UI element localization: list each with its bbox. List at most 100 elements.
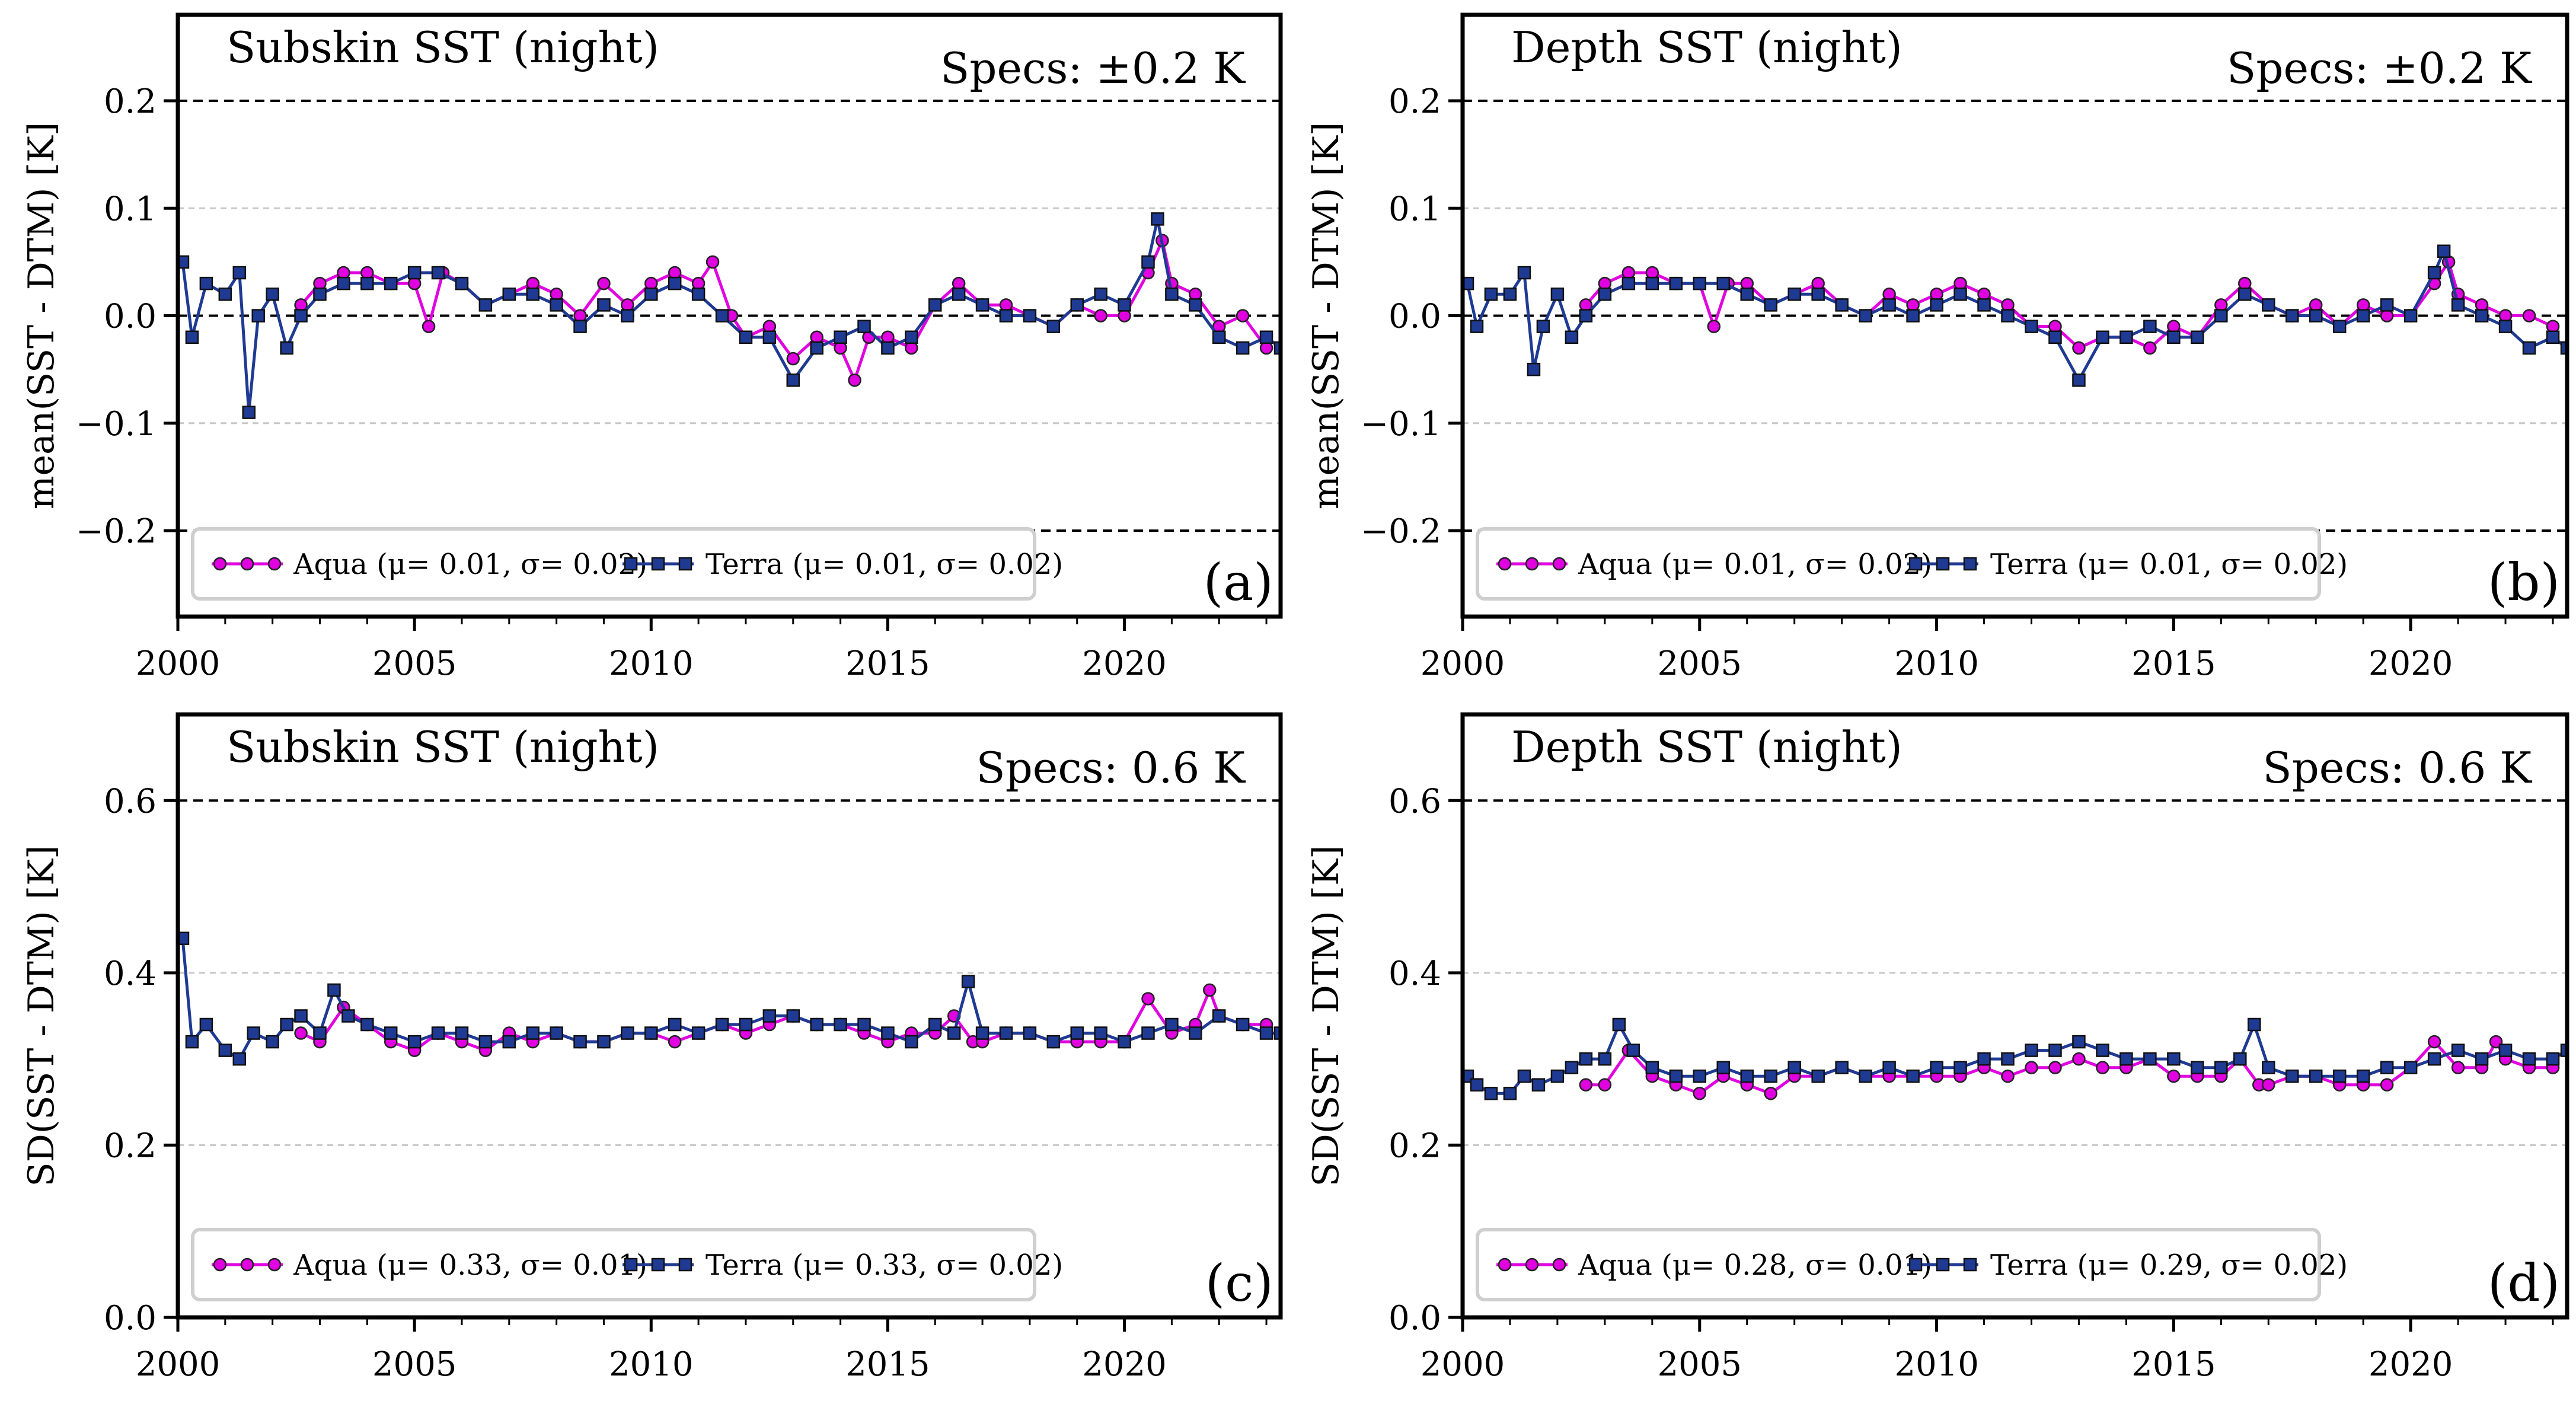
data-point-terra	[1503, 288, 1517, 301]
data-point-terra	[1070, 298, 1084, 312]
spec-label: Specs: ±0.2 K	[940, 43, 1246, 93]
data-point-terra	[1740, 1069, 1754, 1083]
data-point-terra	[2143, 320, 2157, 333]
data-point-terra	[2309, 309, 2323, 323]
data-point-terra	[251, 309, 265, 323]
data-point-terra	[1953, 288, 1967, 301]
data-point-terra	[2238, 288, 2252, 301]
data-point-terra	[2403, 1061, 2418, 1074]
data-point-terra	[621, 309, 634, 323]
data-point-terra	[2498, 1043, 2513, 1057]
data-point-terra	[1693, 276, 1707, 291]
x-tick-label: 2000	[1421, 644, 1505, 683]
y-axis-label: mean(SST - DTM) [K]	[21, 122, 62, 510]
y-tick-label: −0.2	[1361, 512, 1441, 551]
x-tick-label: 2000	[136, 1345, 221, 1384]
panel-letter: (c)	[1205, 1254, 1273, 1313]
data-point-terra	[1273, 341, 1281, 355]
data-point-terra	[1118, 298, 1131, 312]
data-point-terra	[294, 1009, 308, 1023]
x-tick-label: 2000	[136, 644, 221, 683]
y-tick-label: 0.6	[104, 782, 157, 821]
data-point-terra	[2451, 1043, 2465, 1057]
legend-marker	[1908, 557, 1923, 571]
data-point-terra	[961, 975, 975, 988]
data-point-aqua	[2048, 1061, 2062, 1074]
data-point-terra	[1094, 288, 1107, 301]
data-point-terra	[455, 276, 469, 291]
legend-marker	[678, 557, 692, 571]
data-point-terra	[881, 1026, 895, 1040]
data-point-terra	[2233, 1052, 2247, 1066]
x-tick-label: 2015	[845, 1345, 930, 1384]
data-point-terra	[573, 1035, 587, 1049]
data-point-aqua	[2262, 1078, 2275, 1092]
y-tick-label: 0.6	[1388, 782, 1441, 821]
data-point-terra	[1531, 1078, 1546, 1092]
data-point-terra	[1612, 1017, 1626, 1032]
data-point-terra	[644, 288, 658, 301]
data-point-terra	[2167, 330, 2181, 344]
data-point-terra	[691, 1026, 706, 1040]
data-point-aqua	[2025, 1061, 2038, 1074]
data-point-terra	[384, 1026, 398, 1040]
data-point-terra	[739, 330, 753, 344]
data-point-terra	[455, 1026, 469, 1040]
legend-marker	[1498, 557, 1512, 571]
data-point-terra	[952, 288, 966, 301]
data-point-terra	[668, 1017, 682, 1032]
legend-marker	[1525, 1258, 1539, 1272]
data-point-terra	[1953, 1061, 1967, 1074]
data-point-aqua	[2167, 1069, 2181, 1083]
x-tick-label: 2015	[2131, 1345, 2216, 1384]
x-tick-label: 2010	[1894, 644, 1979, 683]
data-point-aqua	[1579, 1078, 1593, 1092]
data-point-aqua	[1707, 320, 1721, 333]
data-point-terra	[266, 1035, 279, 1049]
x-tick-label: 2010	[609, 644, 694, 683]
x-tick-label: 2015	[2131, 644, 2216, 683]
panel-b: −0.2 −0.1 0.0 0.1 0.2 2000 2005 2010 2015 2020 mea…	[1305, 12, 2569, 683]
data-point-aqua	[1693, 1087, 1707, 1100]
legend-marker	[213, 557, 227, 571]
data-point-aqua	[2001, 1069, 2015, 1083]
data-point-terra	[2143, 1052, 2157, 1066]
data-point-terra	[715, 309, 729, 323]
data-point-terra	[1669, 276, 1683, 291]
legend-label-terra: Terra (μ= 0.29, σ= 0.02)	[1990, 1249, 2348, 1282]
data-point-terra	[1503, 1087, 1517, 1100]
data-point-terra	[1470, 1078, 1484, 1092]
y-tick-label: 0.2	[104, 82, 157, 121]
data-point-terra	[1669, 1069, 1683, 1083]
data-point-terra	[2546, 330, 2560, 344]
data-point-terra	[2356, 309, 2370, 323]
data-point-terra	[2451, 298, 2465, 312]
data-point-terra	[762, 330, 777, 344]
y-tick-label: 0.2	[1388, 1126, 1441, 1165]
data-point-aqua	[1598, 1078, 1612, 1092]
y-tick-label: −0.1	[76, 405, 157, 443]
data-point-terra	[834, 330, 847, 344]
data-point-aqua	[2380, 1078, 2394, 1092]
data-point-terra	[2096, 1043, 2109, 1057]
y-tick-label: 0.4	[104, 955, 157, 993]
data-point-aqua	[1764, 1087, 1777, 1100]
legend-marker	[624, 557, 638, 571]
y-tick-label: −0.2	[76, 512, 157, 551]
data-point-terra	[928, 1017, 942, 1032]
legend-label-aqua: Aqua (μ= 0.01, σ= 0.02)	[1578, 548, 1932, 581]
data-point-terra	[1151, 212, 1164, 226]
data-point-terra	[266, 288, 279, 301]
data-point-terra	[407, 1035, 422, 1049]
data-point-terra	[739, 1017, 753, 1032]
data-point-terra	[1023, 1026, 1037, 1040]
x-tick-label: 2005	[1658, 644, 1742, 683]
data-point-terra	[1835, 298, 1849, 312]
legend-marker	[1963, 1258, 1977, 1272]
data-point-terra	[360, 276, 374, 291]
panel-title: Subskin SST (night)	[226, 722, 659, 772]
data-point-terra	[2167, 1052, 2181, 1066]
data-point-terra	[905, 330, 918, 344]
data-point-terra	[762, 1009, 777, 1023]
